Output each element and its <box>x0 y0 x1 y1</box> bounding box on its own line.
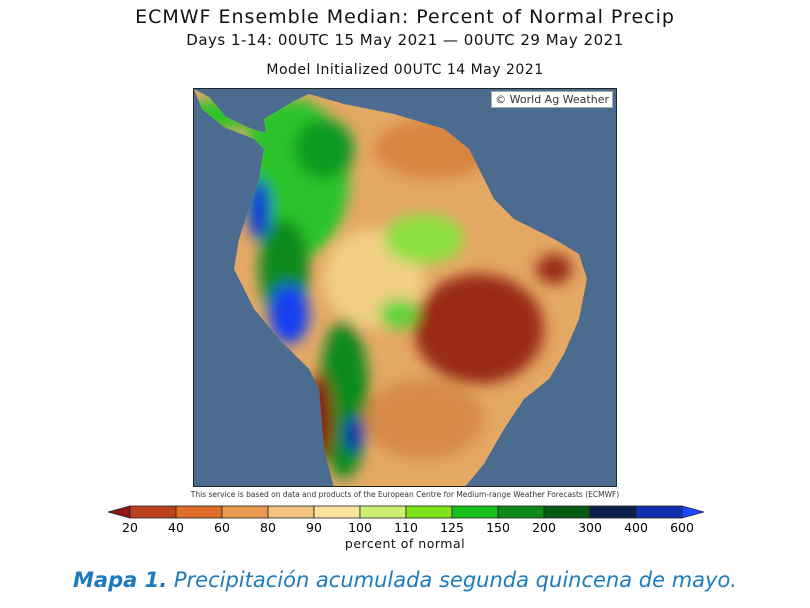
map-title: ECMWF Ensemble Median: Percent of Normal… <box>135 6 675 28</box>
legend-swatch <box>405 505 453 519</box>
legend-swatch <box>221 505 269 519</box>
legend-tick: 400 <box>624 520 648 535</box>
legend-swatch <box>497 505 545 519</box>
land-precip <box>194 89 587 486</box>
legend-ticks: 20 40 60 80 90 100 110 125 150 200 300 400 600 <box>0 520 810 536</box>
caption-text: Precipitación acumulada segunda quincena… <box>167 568 737 592</box>
service-note: This service is based on data and produc… <box>190 490 620 499</box>
legend-tick: 300 <box>578 520 602 535</box>
figure-caption: Mapa 1. Precipitación acumulada segunda … <box>0 568 810 592</box>
legend-swatch <box>267 505 315 519</box>
legend-tick: 40 <box>168 520 184 535</box>
legend-swatch <box>451 505 499 519</box>
legend-swatch <box>635 505 683 519</box>
color-legend-bar <box>108 505 704 519</box>
legend-tick: 80 <box>260 520 276 535</box>
precip-map: © World Ag Weather <box>193 88 617 487</box>
legend-tick: 110 <box>394 520 418 535</box>
legend-swatch <box>108 505 131 519</box>
model-init: Model Initialized 00UTC 14 May 2021 <box>266 62 544 78</box>
legend-tick: 125 <box>440 520 464 535</box>
legend-swatch <box>175 505 223 519</box>
legend-tick: 600 <box>670 520 694 535</box>
legend-tick: 60 <box>214 520 230 535</box>
legend-swatch <box>543 505 591 519</box>
legend-swatch <box>589 505 637 519</box>
map-subtitle: Days 1-14: 00UTC 15 May 2021 — 00UTC 29 … <box>186 31 624 49</box>
legend-swatch <box>313 505 361 519</box>
caption-label: Mapa 1. <box>73 568 168 592</box>
copyright-label: © World Ag Weather <box>491 91 613 108</box>
legend-tick: 200 <box>532 520 556 535</box>
legend-tick: 90 <box>306 520 322 535</box>
legend-tick: 20 <box>122 520 138 535</box>
legend-unit: percent of normal <box>344 536 466 551</box>
legend-swatch <box>681 505 704 519</box>
south-america-map <box>194 89 587 486</box>
legend-swatch <box>129 505 177 519</box>
legend-swatch <box>359 505 407 519</box>
legend-tick: 100 <box>348 520 372 535</box>
legend-tick: 150 <box>486 520 510 535</box>
